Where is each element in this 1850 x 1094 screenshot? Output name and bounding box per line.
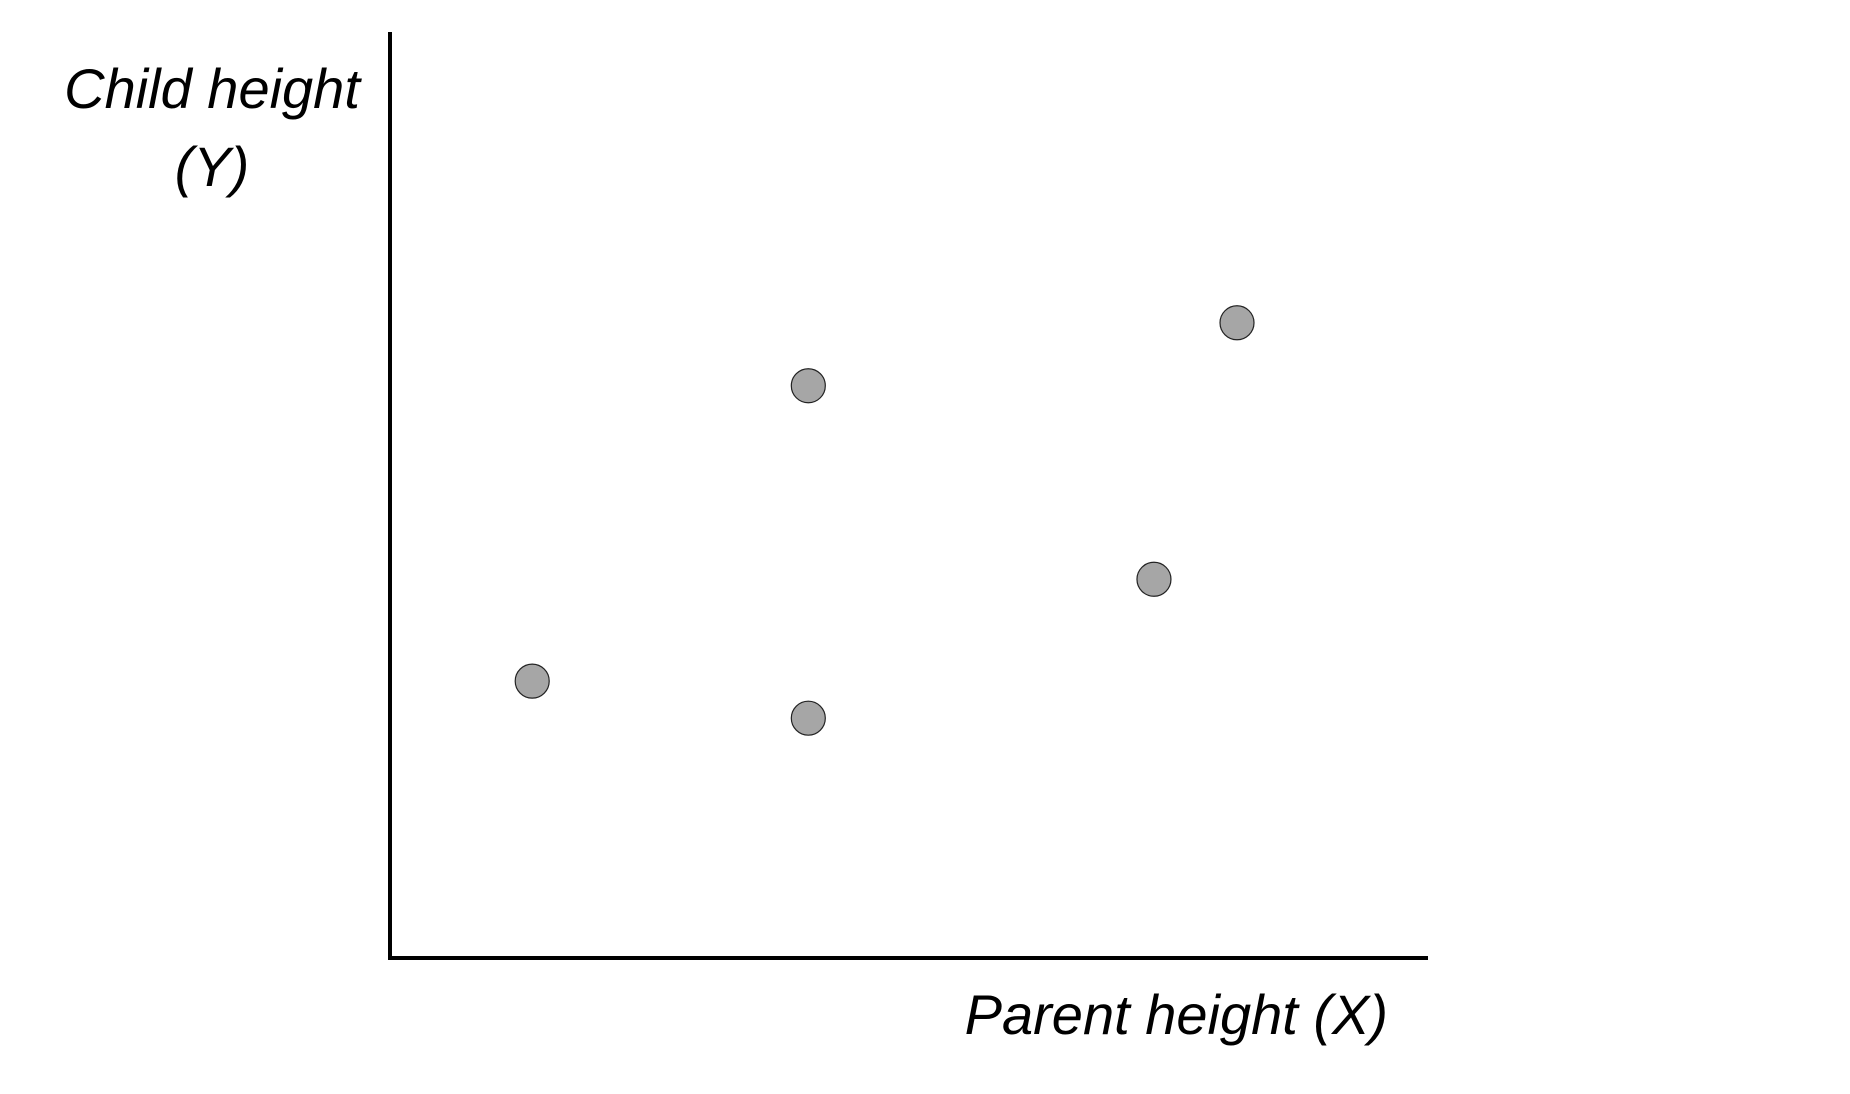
data-point-4 — [1136, 561, 1172, 597]
y-axis-label-line-2: (Y) — [175, 135, 250, 198]
data-point-1 — [514, 663, 550, 699]
data-points — [514, 305, 1255, 736]
x-axis-label: Parent height (X) — [965, 983, 1388, 1046]
data-point-5 — [1219, 305, 1255, 341]
data-point-3 — [790, 368, 826, 404]
y-axis-label-line-1: Child height — [64, 57, 362, 120]
data-point-2 — [790, 700, 826, 736]
